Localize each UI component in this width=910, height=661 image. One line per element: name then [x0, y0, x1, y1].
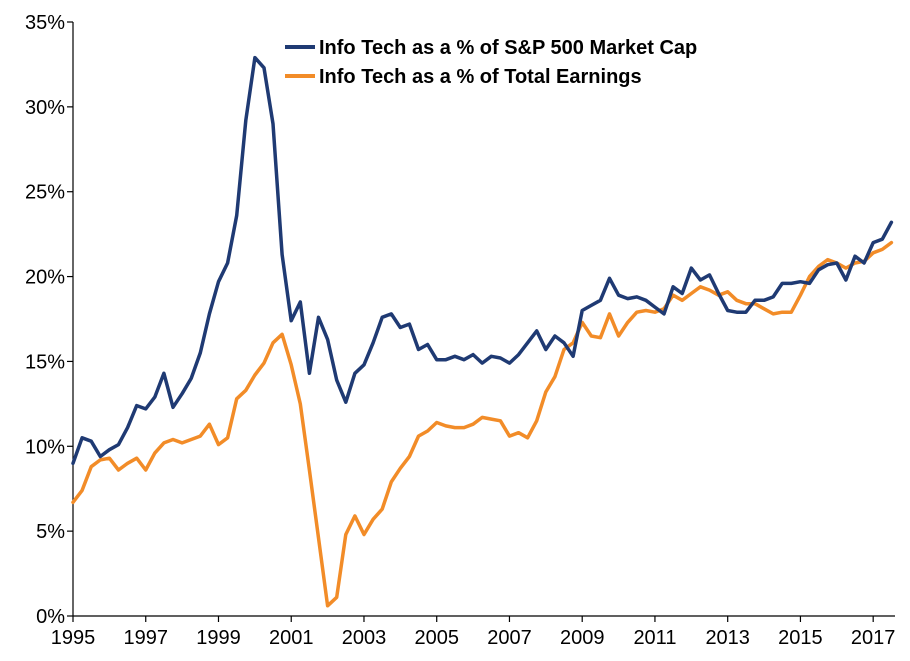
y-tick-label: 10%	[25, 436, 65, 458]
y-tick-label: 25%	[25, 182, 65, 204]
y-tick-label: 15%	[25, 351, 65, 373]
x-tick-label: 2013	[705, 627, 750, 649]
y-tick-label: 20%	[25, 267, 65, 289]
legend-label-market-cap: Info Tech as a % of S&P 500 Market Cap	[319, 37, 697, 59]
x-tick-label: 2003	[342, 627, 387, 649]
y-tick-label: 30%	[25, 97, 65, 119]
axes: 0% 5% 10% 15% 20% 25% 30% 35% 1995 1997 1999 2001 20…	[25, 12, 895, 649]
x-tick-label: 2001	[269, 627, 314, 649]
series-layer	[71, 55, 894, 608]
x-tick-label: 2015	[778, 627, 823, 649]
y-tick-label: 35%	[25, 12, 65, 34]
series-line-earnings	[71, 240, 894, 608]
x-tick-label: 1997	[123, 627, 168, 649]
x-tick-label: 2009	[560, 627, 605, 649]
x-tick-label: 1995	[51, 627, 96, 649]
y-tick-label: 0%	[36, 606, 65, 628]
x-tick-label: 2011	[633, 627, 676, 649]
x-tick-label: 2005	[414, 627, 459, 649]
y-tick-label: 5%	[36, 521, 65, 543]
series-line-market-cap	[71, 55, 894, 466]
legend-label-earnings: Info Tech as a % of Total Earnings	[319, 66, 642, 88]
x-tick-label: 2017	[851, 627, 896, 649]
legend: Info Tech as a % of S&P 500 Market Cap In…	[285, 37, 697, 88]
x-tick-label: 1999	[196, 627, 241, 649]
x-tick-label: 2007	[487, 627, 532, 649]
